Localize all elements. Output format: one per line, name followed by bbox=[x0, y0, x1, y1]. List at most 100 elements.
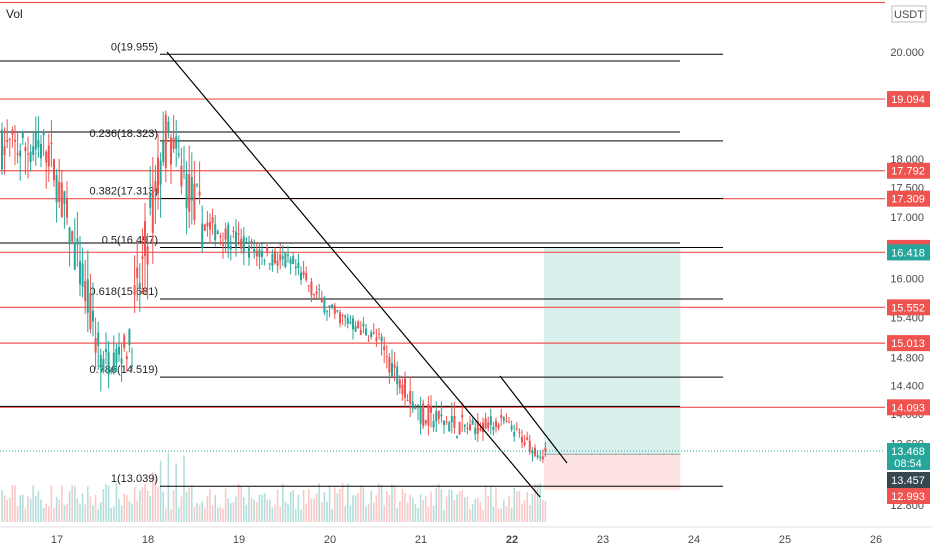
volume-bar bbox=[414, 504, 417, 522]
volume-bar bbox=[193, 506, 196, 522]
time-tick-label: 17 bbox=[51, 534, 63, 546]
candle-body bbox=[99, 355, 102, 368]
level-badge[interactable]: 14.093 bbox=[887, 399, 930, 416]
candle-body bbox=[71, 231, 74, 242]
volume-bar bbox=[367, 504, 370, 522]
volume-bar bbox=[40, 499, 42, 522]
candle-body bbox=[385, 356, 388, 358]
candle-body bbox=[167, 121, 170, 132]
candle-body bbox=[47, 145, 50, 167]
volume-bar bbox=[526, 491, 528, 522]
currency-badge[interactable]: USDT bbox=[891, 5, 927, 23]
price-axis[interactable]: 12.80013.60014.00014.40014.80015.40016.0… bbox=[885, 0, 932, 550]
volume-bar bbox=[16, 505, 19, 522]
fib-level-label: 0.382(17.313) bbox=[90, 185, 159, 197]
volume-bar bbox=[362, 487, 365, 522]
candle-body bbox=[528, 440, 531, 452]
candle-body bbox=[154, 181, 157, 192]
candle-body bbox=[250, 241, 253, 243]
volume-bar bbox=[227, 498, 229, 522]
level-badge[interactable]: 19.094 bbox=[887, 91, 930, 108]
candle-body bbox=[201, 223, 204, 249]
level-badge[interactable]: 17.309 bbox=[887, 190, 930, 207]
short-trend-line[interactable] bbox=[499, 375, 568, 464]
candle-body bbox=[518, 432, 521, 434]
volume-bar bbox=[11, 485, 14, 522]
trend-lines[interactable] bbox=[166, 51, 568, 498]
volume-bar bbox=[131, 503, 133, 522]
stop-badge-label: 12.993 bbox=[891, 491, 925, 503]
candle-body bbox=[471, 419, 474, 425]
price-tick-label: 14.400 bbox=[890, 380, 924, 392]
candle-body bbox=[489, 416, 492, 426]
candle-body bbox=[492, 426, 495, 431]
candle-body bbox=[349, 321, 352, 324]
candle-body bbox=[448, 422, 451, 432]
volume-bar bbox=[412, 498, 414, 522]
candle-body bbox=[219, 235, 222, 237]
candle-body bbox=[357, 321, 360, 329]
candle-body bbox=[157, 157, 159, 194]
volume-bar bbox=[53, 507, 55, 522]
candle-body bbox=[352, 318, 354, 330]
candle-body bbox=[3, 146, 6, 156]
time-axis[interactable]: 17 18 19 20 21 22 23 24 25 26 bbox=[0, 526, 932, 546]
volume-bar bbox=[9, 497, 11, 522]
volume-bar bbox=[37, 490, 40, 522]
candle-body bbox=[222, 244, 224, 246]
volume-bar bbox=[323, 492, 326, 522]
volume-bar bbox=[542, 499, 544, 522]
volume-indicator-label[interactable]: Vol bbox=[6, 7, 23, 21]
volume-bar bbox=[89, 496, 92, 522]
volume-bar bbox=[87, 486, 89, 522]
candle-body bbox=[263, 260, 266, 262]
level-badge[interactable]: 15.013 bbox=[887, 335, 930, 352]
candle-body bbox=[370, 332, 373, 338]
candle-body bbox=[510, 425, 513, 430]
fibonacci-retracement[interactable]: 0(19.955) 0.236(18.323) 0.382(17.313) 0.5(1… bbox=[0, 41, 723, 487]
volume-bar bbox=[386, 491, 388, 522]
candle-body bbox=[515, 427, 518, 429]
candle-body bbox=[185, 174, 188, 209]
candle-body bbox=[432, 421, 435, 428]
candle-body bbox=[79, 261, 81, 285]
volume-bar bbox=[42, 507, 45, 522]
volume-bar bbox=[206, 496, 209, 522]
candle-body bbox=[289, 258, 292, 264]
volume-bar bbox=[399, 501, 401, 522]
volume-bar bbox=[266, 499, 268, 522]
volume-bar bbox=[183, 455, 185, 522]
candle-body bbox=[294, 266, 297, 269]
volume-bar bbox=[471, 504, 474, 522]
candle-body bbox=[354, 325, 357, 332]
horizontal-levels[interactable] bbox=[0, 1, 885, 408]
candle-body bbox=[276, 260, 279, 266]
volume-bar bbox=[352, 495, 354, 522]
volume-bar bbox=[544, 500, 547, 522]
candle-body bbox=[427, 404, 430, 426]
candle-body bbox=[336, 310, 339, 312]
entry-badge[interactable]: 13.457 bbox=[887, 472, 930, 488]
downtrend-line[interactable] bbox=[166, 51, 541, 498]
candle-body bbox=[391, 363, 393, 377]
candle-body bbox=[365, 328, 367, 336]
volume-bar bbox=[365, 506, 367, 522]
volume-bar bbox=[287, 503, 289, 522]
level-badge[interactable]: 15.552 bbox=[887, 299, 930, 316]
candle-body bbox=[437, 410, 440, 419]
volume-bar bbox=[248, 486, 250, 522]
volume-bar bbox=[479, 502, 482, 522]
candle-body bbox=[240, 238, 243, 249]
volume-bar bbox=[508, 496, 510, 522]
stop-badge[interactable]: 12.993 bbox=[887, 488, 930, 504]
volume-bar bbox=[505, 506, 508, 522]
volume-bar bbox=[217, 507, 219, 522]
level-badge[interactable]: 17.792 bbox=[887, 162, 930, 179]
target-band-badge[interactable]: 16.418 bbox=[887, 244, 930, 261]
candle-body bbox=[378, 333, 380, 335]
volume-bar bbox=[321, 502, 323, 522]
stop-zone bbox=[543, 454, 681, 490]
